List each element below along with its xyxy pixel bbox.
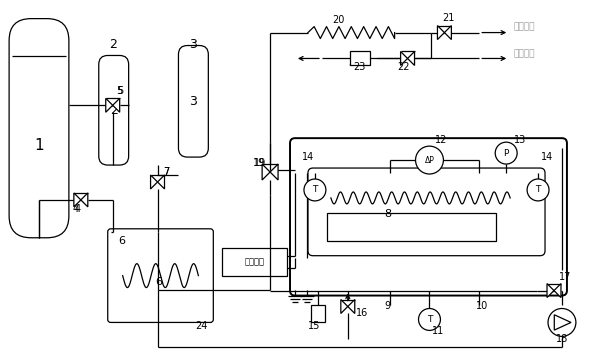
Text: 19: 19 [253, 158, 266, 168]
Text: 14: 14 [302, 152, 314, 162]
Text: P: P [503, 149, 509, 158]
Text: 7: 7 [163, 167, 170, 177]
Text: 7: 7 [163, 167, 170, 177]
Polygon shape [81, 193, 88, 207]
Text: 处理设备: 处理设备 [513, 49, 535, 58]
Polygon shape [106, 98, 113, 112]
Polygon shape [444, 26, 451, 39]
Bar [350, 52, 370, 66]
Text: 13: 13 [514, 135, 526, 145]
Text: 17: 17 [559, 272, 571, 282]
Text: 8: 8 [385, 209, 392, 219]
Polygon shape [262, 164, 270, 180]
Text: 18: 18 [556, 334, 568, 344]
Text: 3: 3 [189, 95, 197, 108]
Text: 5: 5 [117, 86, 123, 96]
Text: 15: 15 [308, 321, 320, 332]
Polygon shape [270, 164, 278, 180]
Polygon shape [408, 52, 415, 66]
Text: 14: 14 [541, 152, 553, 162]
Polygon shape [348, 300, 355, 314]
Text: 10: 10 [476, 301, 489, 311]
Text: T: T [312, 185, 317, 194]
Text: 23: 23 [353, 62, 365, 72]
Text: 19: 19 [254, 158, 267, 168]
Text: 11: 11 [431, 326, 444, 337]
Circle shape [548, 309, 576, 337]
Polygon shape [74, 193, 81, 207]
Text: 12: 12 [434, 135, 447, 145]
Text: 22: 22 [398, 62, 410, 72]
Text: T: T [427, 315, 432, 324]
Text: 3: 3 [189, 38, 197, 51]
Text: 21: 21 [442, 13, 455, 23]
Polygon shape [113, 98, 120, 112]
Polygon shape [437, 26, 444, 39]
Text: 24: 24 [195, 321, 208, 332]
Text: ΔP: ΔP [425, 156, 434, 165]
Circle shape [415, 146, 444, 174]
Bar [327, 213, 496, 241]
Text: 1: 1 [34, 138, 44, 153]
Text: 16: 16 [356, 309, 368, 319]
Text: 4: 4 [73, 204, 79, 214]
Circle shape [418, 309, 440, 330]
Polygon shape [547, 284, 554, 297]
Text: 5: 5 [116, 86, 122, 96]
Text: 2: 2 [110, 104, 117, 117]
Text: 大气或后: 大气或后 [513, 23, 535, 32]
Text: 6: 6 [119, 236, 126, 246]
Polygon shape [150, 175, 158, 189]
Polygon shape [341, 300, 348, 314]
Bar [222, 248, 287, 276]
Polygon shape [554, 284, 561, 297]
Polygon shape [158, 175, 165, 189]
Circle shape [527, 179, 549, 201]
Polygon shape [401, 52, 408, 66]
Bar [311, 305, 325, 323]
Text: T: T [535, 185, 541, 194]
Text: 6: 6 [156, 277, 162, 287]
Text: 4: 4 [75, 204, 81, 214]
Text: 9: 9 [385, 301, 391, 311]
Text: 20: 20 [332, 15, 344, 25]
Text: 2: 2 [109, 38, 117, 51]
Circle shape [495, 142, 517, 164]
Text: 直流电源: 直流电源 [245, 257, 265, 266]
Circle shape [304, 179, 326, 201]
